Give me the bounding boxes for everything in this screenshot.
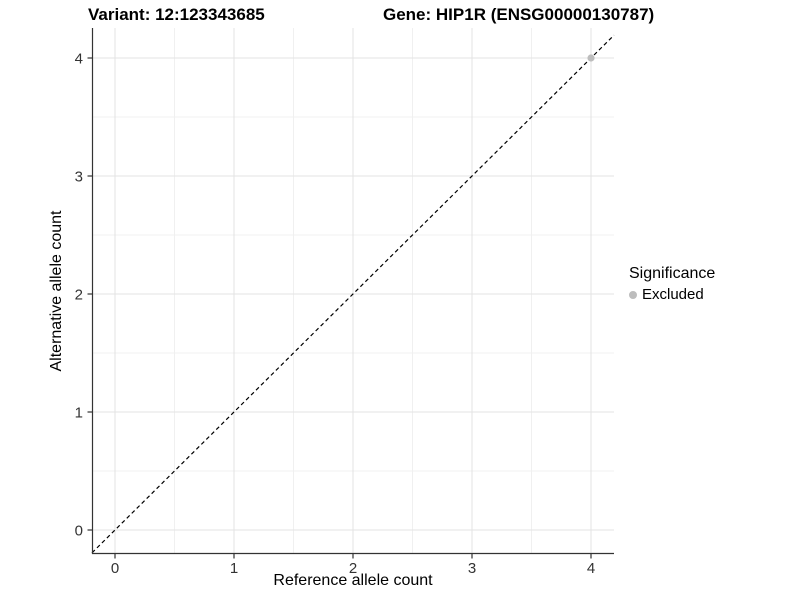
- variant-title: Variant: 12:123343685: [88, 5, 265, 24]
- excluded-dot-icon: [629, 290, 637, 299]
- y-tick-label: 2: [75, 287, 83, 304]
- legend-item-label: Excluded: [642, 286, 704, 303]
- y-tick-label: 3: [75, 169, 83, 186]
- x-tick-label: 2: [349, 560, 357, 577]
- identity-dashed-line: [91, 34, 615, 554]
- y-tick-label: 4: [75, 51, 83, 68]
- y-tick-label: 1: [75, 405, 83, 422]
- x-tick-label: 1: [230, 560, 238, 577]
- x-axis-title: Reference allele count: [273, 572, 433, 589]
- plot-panel: 0 1 2 3 4 0 1 2 3 4: [75, 28, 615, 577]
- x-tick-label: 0: [111, 560, 119, 577]
- y-axis-title: Alternative allele count: [48, 210, 65, 372]
- legend-item-excluded: Excluded: [629, 286, 715, 303]
- x-tick-label: 4: [587, 560, 595, 577]
- legend: Significance Excluded: [629, 265, 715, 303]
- data-point-excluded: [587, 54, 595, 62]
- y-tick-label: 0: [75, 523, 83, 540]
- gene-title: Gene: HIP1R (ENSG00000130787): [383, 5, 655, 24]
- legend-title: Significance: [629, 265, 716, 282]
- title-row: Variant: 12:123343685 Gene: HIP1R (ENSG0…: [0, 5, 800, 27]
- x-tick-label: 3: [468, 560, 476, 577]
